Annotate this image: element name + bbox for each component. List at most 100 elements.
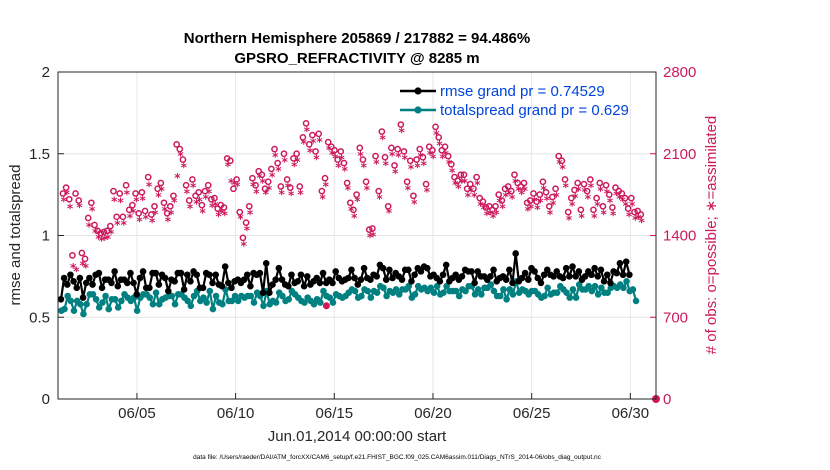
totalspread-point bbox=[351, 287, 359, 295]
rmse-point bbox=[543, 266, 551, 274]
obs-possible-point bbox=[422, 180, 430, 188]
obs-possible-point bbox=[410, 192, 417, 200]
obs-possible-point bbox=[596, 179, 604, 187]
obs-assimilated-point: * bbox=[506, 187, 513, 201]
rmse-point bbox=[212, 271, 219, 279]
rmse-point bbox=[294, 277, 302, 285]
obs-assimilated-point: * bbox=[140, 193, 147, 207]
x-tick-label: 06/20 bbox=[414, 405, 452, 422]
obs-possible-point bbox=[182, 181, 190, 189]
y-tick-label: 0.5 bbox=[29, 309, 50, 326]
obs-assimilated-point: * bbox=[620, 194, 627, 208]
footer-data-file: data file: /Users/raeder/DAI/ATM_forcXX/… bbox=[193, 454, 602, 461]
rmse-point bbox=[180, 286, 188, 293]
obs-assimilated-point: * bbox=[278, 187, 285, 201]
obs-possible-point bbox=[91, 221, 98, 229]
obs-assimilated-point: * bbox=[386, 206, 393, 220]
obs-possible-point bbox=[271, 145, 278, 153]
obs-possible-point bbox=[129, 201, 136, 209]
obs-assimilated-point: * bbox=[563, 180, 570, 194]
obs-assimilated-point: * bbox=[76, 200, 83, 214]
obs-possible-point bbox=[542, 188, 550, 196]
obs-assimilated-point: * bbox=[582, 185, 589, 199]
obs-assimilated-point: * bbox=[465, 190, 472, 204]
rmse-point bbox=[70, 277, 77, 285]
obs-possible-point bbox=[309, 131, 316, 139]
obs-possible-point bbox=[62, 184, 70, 191]
rmse-point bbox=[588, 271, 595, 279]
obs-possible-point bbox=[586, 176, 594, 183]
obs-assimilated-point: * bbox=[187, 201, 194, 215]
y-tick-label: 0 bbox=[42, 391, 50, 408]
obs-assimilated-point: * bbox=[269, 170, 276, 184]
obs-possible-point bbox=[302, 120, 310, 127]
obs-possible-point bbox=[637, 211, 645, 218]
obs-possible-point bbox=[239, 234, 247, 242]
obs-possible-point bbox=[81, 255, 89, 263]
obs-assimilated-point: * bbox=[338, 152, 345, 166]
obs-possible-point bbox=[135, 209, 143, 217]
totalspread-point bbox=[430, 289, 438, 297]
obs-possible-point bbox=[621, 194, 629, 202]
rmse-point bbox=[133, 291, 141, 298]
obs-possible-point bbox=[416, 145, 424, 153]
obs-assimilated-point: * bbox=[256, 171, 263, 185]
rmse-point bbox=[550, 273, 557, 280]
obs-assimilated-point: * bbox=[597, 184, 604, 198]
totalspread-point bbox=[168, 292, 176, 300]
totalspread-point bbox=[111, 295, 119, 303]
obs-assimilated-point: * bbox=[594, 199, 601, 213]
rmse-point bbox=[442, 261, 450, 269]
obs-possible-point bbox=[533, 198, 540, 205]
obs-assimilated-point: * bbox=[291, 159, 298, 173]
obs-assimilated-point: * bbox=[455, 182, 462, 196]
obs-assimilated-point: * bbox=[225, 159, 232, 173]
obs-assimilated-point: * bbox=[500, 201, 507, 215]
totalspread-point bbox=[471, 291, 479, 298]
obs-possible-point bbox=[148, 211, 155, 218]
totalspread-point bbox=[629, 286, 637, 293]
obs-assimilated-point: * bbox=[528, 201, 535, 215]
obs-possible-point bbox=[400, 148, 408, 155]
obs-possible-point bbox=[609, 204, 616, 211]
rmse-point bbox=[354, 281, 362, 288]
rmse-point bbox=[502, 276, 510, 283]
obs-assimilated-point: * bbox=[547, 207, 554, 221]
obs-possible-point bbox=[520, 179, 528, 187]
rmse-point bbox=[559, 274, 567, 282]
x-tick-label: 06/30 bbox=[612, 405, 650, 422]
obs-assimilated-point: * bbox=[288, 189, 295, 203]
totalspread-point bbox=[80, 310, 87, 318]
totalspread-point bbox=[219, 300, 226, 308]
rmse-point bbox=[146, 284, 153, 292]
obs-possible-point bbox=[504, 183, 512, 190]
totalspread-point bbox=[594, 291, 602, 298]
totalspread-point bbox=[89, 291, 97, 298]
obs-possible-point bbox=[173, 141, 180, 148]
x-tick-label: 06/15 bbox=[316, 405, 354, 422]
rmse-point bbox=[247, 282, 254, 290]
rmse-point bbox=[439, 271, 447, 279]
obs-assimilated-point: * bbox=[376, 192, 383, 206]
rmse-point bbox=[79, 294, 87, 301]
rmse-point bbox=[607, 279, 614, 287]
obs-assimilated-point: * bbox=[591, 211, 598, 225]
obs-assimilated-point: * bbox=[452, 178, 459, 192]
obs-assimilated-point: * bbox=[370, 230, 377, 244]
obs-possible-point bbox=[583, 187, 591, 195]
y2-tick-label: 2800 bbox=[663, 64, 696, 81]
totalspread-point bbox=[620, 284, 627, 292]
rmse-point bbox=[123, 279, 131, 287]
totalspread-point bbox=[632, 297, 640, 305]
obs-assimilated-point: * bbox=[67, 201, 74, 215]
obs-possible-point bbox=[593, 194, 600, 202]
totalspread-point bbox=[149, 300, 157, 308]
rmse-point bbox=[262, 259, 270, 267]
rmse-point bbox=[411, 271, 418, 279]
obs-possible-point bbox=[230, 185, 237, 193]
obs-assimilated-point: * bbox=[389, 149, 396, 163]
totalspread-point bbox=[598, 284, 605, 292]
obs-assimilated-point: * bbox=[626, 210, 633, 224]
rmse-point bbox=[300, 282, 308, 290]
obs-assimilated-point: * bbox=[569, 199, 576, 213]
